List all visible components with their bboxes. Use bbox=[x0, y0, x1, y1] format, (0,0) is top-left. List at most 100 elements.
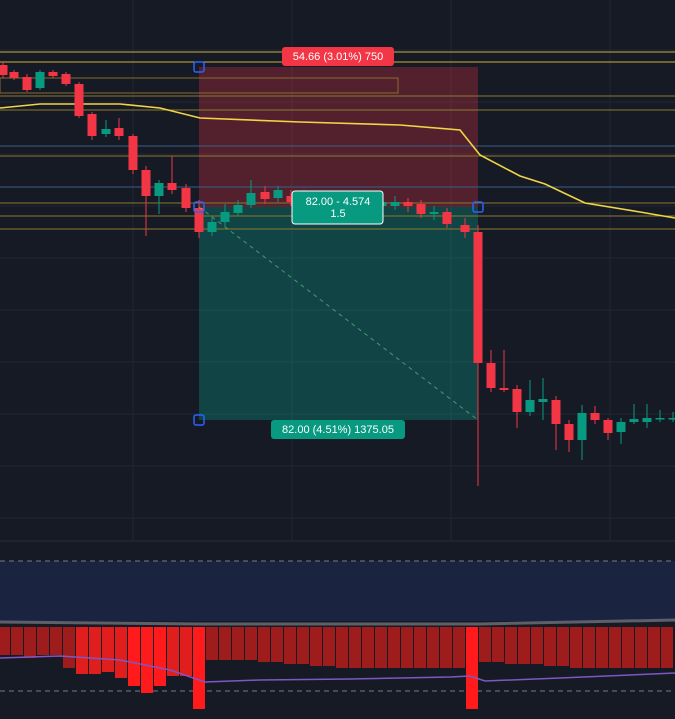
candle-body bbox=[590, 413, 600, 420]
candle-body bbox=[416, 204, 426, 214]
candle-body bbox=[629, 419, 639, 422]
candle-body bbox=[403, 202, 413, 206]
histogram-bar bbox=[440, 627, 452, 668]
candle-body bbox=[616, 422, 626, 432]
histogram-bar bbox=[141, 627, 153, 693]
histogram-bar bbox=[427, 627, 439, 668]
handle[interactable] bbox=[193, 201, 205, 213]
candle-body bbox=[181, 188, 191, 208]
histogram-bar bbox=[531, 627, 543, 664]
histogram-bar bbox=[219, 627, 231, 660]
histogram-bar bbox=[271, 627, 283, 662]
grid bbox=[0, 0, 675, 541]
histogram-bar bbox=[323, 627, 335, 666]
histogram-bar bbox=[583, 627, 595, 668]
handle[interactable] bbox=[193, 414, 205, 426]
candle-body bbox=[577, 413, 587, 440]
histogram-bar bbox=[453, 627, 465, 668]
candles bbox=[0, 62, 675, 486]
candle-body bbox=[141, 170, 151, 196]
histogram-bar bbox=[635, 627, 647, 668]
candle-body bbox=[473, 232, 483, 363]
candle-body bbox=[642, 418, 652, 422]
histogram-bar bbox=[297, 627, 309, 664]
histogram-bar bbox=[102, 627, 114, 672]
histogram-bar bbox=[609, 627, 621, 668]
histogram-bar bbox=[0, 627, 10, 655]
levels bbox=[0, 51, 675, 230]
histogram-bar bbox=[336, 627, 348, 668]
histogram-bar bbox=[245, 627, 257, 660]
candle-body bbox=[233, 205, 243, 213]
candle-body bbox=[499, 388, 509, 390]
histogram-bar bbox=[24, 627, 36, 658]
candle-body bbox=[486, 363, 496, 388]
histogram-bar bbox=[37, 627, 49, 655]
handle[interactable] bbox=[193, 61, 205, 73]
target-label-box bbox=[271, 420, 405, 439]
candle-body bbox=[167, 183, 177, 190]
stop-zone bbox=[199, 67, 478, 207]
level-box bbox=[0, 77, 399, 94]
histogram-bar bbox=[167, 627, 179, 676]
histogram-bar bbox=[63, 627, 75, 668]
candle-body bbox=[564, 424, 574, 440]
histogram-bar bbox=[232, 627, 244, 660]
histogram-bar bbox=[596, 627, 608, 668]
histogram-bar bbox=[349, 627, 361, 668]
candle-body bbox=[668, 418, 675, 420]
candle-body bbox=[101, 129, 111, 134]
candle-body bbox=[35, 72, 45, 88]
candle-body bbox=[273, 190, 283, 198]
candle-body bbox=[603, 420, 613, 433]
stop-label: 54.66 (3.01%) 750 bbox=[293, 51, 384, 63]
histogram-bar bbox=[362, 627, 374, 668]
histogram-bar bbox=[76, 627, 88, 674]
histogram-bar bbox=[193, 627, 205, 709]
candle-body bbox=[194, 208, 204, 232]
candle-body bbox=[48, 72, 58, 76]
candle-body bbox=[551, 400, 561, 424]
histogram-bar bbox=[570, 627, 582, 668]
histogram-bar bbox=[414, 627, 426, 668]
candle-body bbox=[220, 212, 230, 222]
handle[interactable] bbox=[472, 201, 484, 213]
histogram-bar bbox=[115, 627, 127, 678]
histogram-bar bbox=[206, 627, 218, 660]
candle-body bbox=[128, 136, 138, 170]
moving-average bbox=[0, 103, 675, 219]
histogram-bar bbox=[557, 627, 569, 666]
candle-body bbox=[0, 65, 8, 75]
trade-line bbox=[198, 206, 479, 421]
candle-body bbox=[525, 400, 535, 412]
candle-body bbox=[512, 389, 522, 412]
histogram-bar bbox=[375, 627, 387, 668]
histogram-bar bbox=[492, 627, 504, 662]
histogram-bar bbox=[50, 627, 62, 655]
candle-body bbox=[655, 418, 665, 420]
histogram-bar bbox=[648, 627, 660, 668]
candle-body bbox=[87, 114, 97, 136]
histogram-bar bbox=[258, 627, 270, 662]
candle-body bbox=[538, 399, 548, 402]
ratio-label: 82.00 ‑ 4.574 bbox=[306, 196, 371, 208]
histogram-bar bbox=[180, 627, 192, 676]
candle-body bbox=[390, 202, 400, 206]
target-zone bbox=[199, 207, 478, 420]
histogram-bar bbox=[479, 627, 491, 662]
candle-body bbox=[114, 128, 124, 136]
ratio-label: 1.5 bbox=[330, 208, 345, 220]
candle-body bbox=[61, 74, 71, 84]
histogram-bar bbox=[388, 627, 400, 668]
candle-body bbox=[22, 77, 32, 90]
histogram-baseline bbox=[0, 618, 675, 626]
indicator-line bbox=[0, 655, 675, 683]
histogram-bar bbox=[401, 627, 413, 668]
histogram-bar bbox=[310, 627, 322, 666]
stop-label-box bbox=[282, 47, 394, 66]
histogram-bar bbox=[154, 627, 166, 686]
indicator-band bbox=[0, 561, 675, 621]
histogram-bar bbox=[466, 627, 478, 709]
histogram-bar bbox=[11, 627, 23, 655]
